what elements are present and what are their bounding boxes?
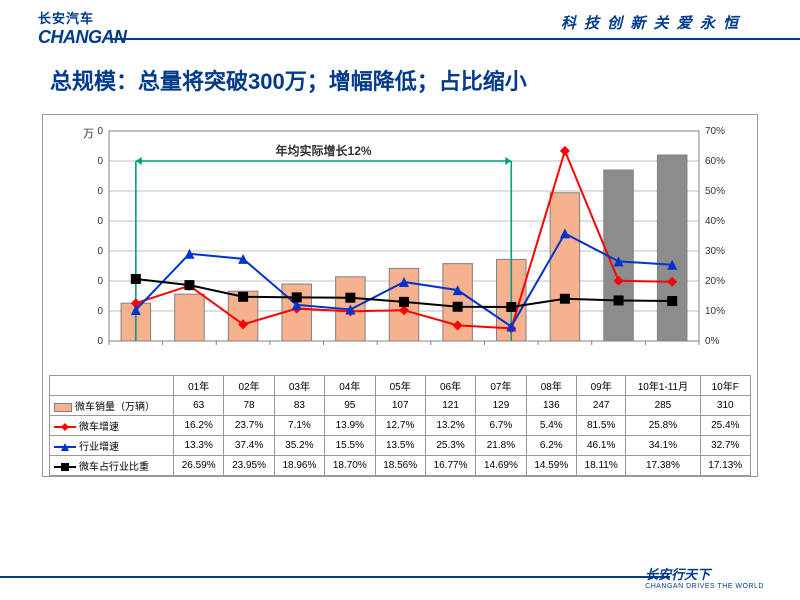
table-col-head: 06年 <box>425 376 475 396</box>
svg-text:30%: 30% <box>705 246 725 257</box>
svg-text:0: 0 <box>97 246 103 257</box>
svg-text:50%: 50% <box>705 186 725 197</box>
svg-text:10%: 10% <box>705 306 725 317</box>
table-col-head: 07年 <box>476 376 526 396</box>
table-col-head: 01年 <box>174 376 224 396</box>
table-corner <box>50 376 174 396</box>
chart: 0 0% 0 10% 0 20% 0 30% 0 40% 0 50% 0 60% 0 70% 万年均实际增长12… <box>49 121 749 373</box>
table-cell: 247 <box>577 396 626 416</box>
table-cell: 136 <box>526 396 576 416</box>
table-cell: 121 <box>425 396 475 416</box>
table-row-head: 微车占行业比重 <box>50 456 174 476</box>
table-col-head: 03年 <box>274 376 324 396</box>
svg-text:0%: 0% <box>705 336 720 347</box>
table-cell: 5.4% <box>526 416 576 436</box>
table-cell: 21.8% <box>476 436 526 456</box>
svg-text:万: 万 <box>83 128 94 140</box>
table-cell: 18.96% <box>274 456 324 476</box>
brand-logo-cn: 长安汽车 <box>38 8 127 27</box>
footer-logo: 长安行天下 CHANGAN DRIVES THE WORLD <box>645 564 764 590</box>
table-cell: 18.56% <box>375 456 425 476</box>
table-cell: 37.4% <box>224 436 274 456</box>
bar <box>175 294 205 341</box>
data-table: 01年02年03年04年05年06年07年08年09年10年1-11月10年F 微… <box>49 375 751 476</box>
table-cell: 13.9% <box>325 416 375 436</box>
table-row-head: 行业增速 <box>50 436 174 456</box>
table-cell: 285 <box>626 396 700 416</box>
table-col-head: 02年 <box>224 376 274 396</box>
table-cell: 17.38% <box>626 456 700 476</box>
table-cell: 16.77% <box>425 456 475 476</box>
footer-logo-sub: CHANGAN DRIVES THE WORLD <box>645 583 764 590</box>
table-cell: 25.8% <box>626 416 700 436</box>
slogan: 科 技 创 新 关 爱 永 恒 <box>561 12 740 33</box>
table-cell: 23.7% <box>224 416 274 436</box>
table-cell: 78 <box>224 396 274 416</box>
table-cell: 310 <box>700 396 751 416</box>
table-cell: 14.69% <box>476 456 526 476</box>
table-cell: 15.5% <box>325 436 375 456</box>
table-col-head: 08年 <box>526 376 576 396</box>
table-cell: 63 <box>174 396 224 416</box>
bar <box>550 193 580 341</box>
svg-text:40%: 40% <box>705 216 725 227</box>
table-cell: 95 <box>325 396 375 416</box>
header: 长安汽车 CHANGAN 科 技 创 新 关 爱 永 恒 <box>0 0 800 50</box>
chart-frame: 0 0% 0 10% 0 20% 0 30% 0 40% 0 50% 0 60% 0 70% 万年均实际增长12… <box>42 114 758 477</box>
footer: 长安行天下 CHANGAN DRIVES THE WORLD <box>0 570 800 594</box>
table-cell: 18.11% <box>577 456 626 476</box>
table-cell: 23.95% <box>224 456 274 476</box>
table-cell: 25.4% <box>700 416 751 436</box>
table-cell: 12.7% <box>375 416 425 436</box>
svg-text:0: 0 <box>97 336 103 347</box>
page-title: 总规模：总量将突破300万；增幅降低；占比缩小 <box>50 64 750 96</box>
table-col-head: 10年F <box>700 376 751 396</box>
table-cell: 14.59% <box>526 456 576 476</box>
svg-text:0: 0 <box>97 276 103 287</box>
table-col-head: 05年 <box>375 376 425 396</box>
svg-text:70%: 70% <box>705 126 725 137</box>
table-cell: 32.7% <box>700 436 751 456</box>
table-row-head: 微车销量（万辆） <box>50 396 174 416</box>
svg-text:0: 0 <box>97 186 103 197</box>
table-cell: 83 <box>274 396 324 416</box>
header-rule <box>110 38 800 40</box>
svg-text:0: 0 <box>97 216 103 227</box>
table-cell: 13.5% <box>375 436 425 456</box>
table-cell: 46.1% <box>577 436 626 456</box>
table-cell: 25.3% <box>425 436 475 456</box>
table-row-head: 微车增速 <box>50 416 174 436</box>
table-col-head: 10年1-11月 <box>626 376 700 396</box>
table-col-head: 04年 <box>325 376 375 396</box>
footer-logo-text: 长安行天下 <box>645 567 710 582</box>
svg-text:60%: 60% <box>705 156 725 167</box>
svg-text:0: 0 <box>97 306 103 317</box>
table-cell: 129 <box>476 396 526 416</box>
footer-rule <box>0 576 670 578</box>
table-cell: 34.1% <box>626 436 700 456</box>
bar <box>657 155 687 341</box>
brand-logo: 长安汽车 CHANGAN <box>38 8 127 48</box>
table-cell: 26.59% <box>174 456 224 476</box>
svg-text:0: 0 <box>97 156 103 167</box>
table-cell: 81.5% <box>577 416 626 436</box>
table-cell: 35.2% <box>274 436 324 456</box>
table-cell: 6.7% <box>476 416 526 436</box>
svg-text:20%: 20% <box>705 276 725 287</box>
table-cell: 6.2% <box>526 436 576 456</box>
table-cell: 16.2% <box>174 416 224 436</box>
table-cell: 13.3% <box>174 436 224 456</box>
table-cell: 13.2% <box>425 416 475 436</box>
table-cell: 107 <box>375 396 425 416</box>
table-cell: 7.1% <box>274 416 324 436</box>
table-cell: 18.70% <box>325 456 375 476</box>
svg-text:年均实际增长12%: 年均实际增长12% <box>276 143 372 158</box>
table-col-head: 09年 <box>577 376 626 396</box>
svg-text:0: 0 <box>97 126 103 137</box>
table-cell: 17.13% <box>700 456 751 476</box>
